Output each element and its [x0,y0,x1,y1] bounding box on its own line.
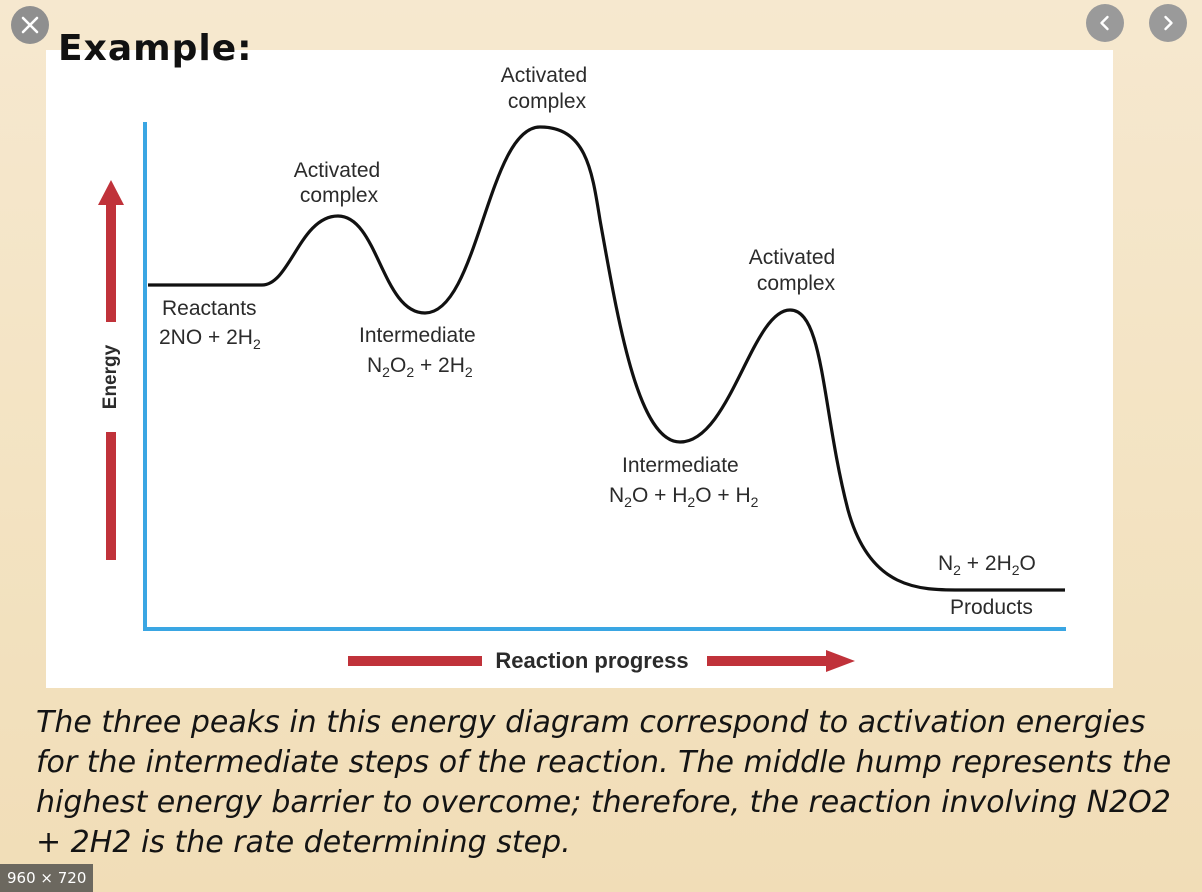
slide-caption: The three peaks in this energy diagram c… [36,705,1172,860]
peak3-label-line1: Activated [749,246,835,269]
x-axis-label: Reaction progress [495,648,688,673]
peak3-label-line2: complex [757,272,836,295]
energy-diagram: Energy Reaction progress Activated compl… [98,64,1066,673]
intermediate2-label: Intermediate [622,454,739,477]
formula-part: 2 [687,494,695,510]
formula-part: 2 [953,562,961,578]
formula-part: O + H [695,484,750,507]
formula-part: O [390,354,406,377]
products-label: Products [950,596,1033,619]
formula-part: 2 [406,364,414,380]
formula-part: 2 [465,364,473,380]
formula-part: 2 [382,364,390,380]
y-axis-label: Energy [100,344,121,409]
peak1-label-line1: Activated [294,159,380,182]
reactants-formula: 2NO + 2H2 [159,326,261,352]
close-icon [21,16,39,34]
reactants-label: Reactants [162,297,257,320]
formula-part: 2 [751,494,759,510]
intermediate1-label: Intermediate [359,324,476,347]
formula-part: O + H [632,484,687,507]
formula-part: N [367,354,382,377]
formula-part: N [938,552,953,575]
next-button[interactable] [1149,4,1187,42]
peak2-label-line1: Activated [501,64,587,87]
peak2-label-line2: complex [508,90,587,113]
close-button[interactable] [11,6,49,44]
formula-part: + 2H [961,552,1012,575]
slide-title: Example: [58,28,253,69]
energy-curve [148,125,1065,592]
chevron-left-icon [1100,15,1109,31]
formula-part: 2NO + 2H [159,326,253,349]
formula-part: N [609,484,624,507]
peak1-label-line2: complex [300,184,379,207]
intermediate2-formula: N2O + H2O + H2 [609,484,759,510]
progress-arrowhead [826,650,855,672]
formula-part: 2 [1012,562,1020,578]
formula-part: O [1020,552,1036,575]
energy-arrowhead [98,180,124,205]
formula-part: 2 [624,494,632,510]
products-formula: N2 + 2H2O [938,552,1036,578]
previous-button[interactable] [1086,4,1124,42]
image-size-badge: 960 × 720 [0,864,94,892]
intermediate1-formula: N2O2 + 2H2 [367,354,473,380]
diagram-panel [46,50,1113,688]
chevron-right-icon [1164,15,1173,31]
formula-part: + 2H [414,354,465,377]
formula-part: 2 [253,336,261,352]
